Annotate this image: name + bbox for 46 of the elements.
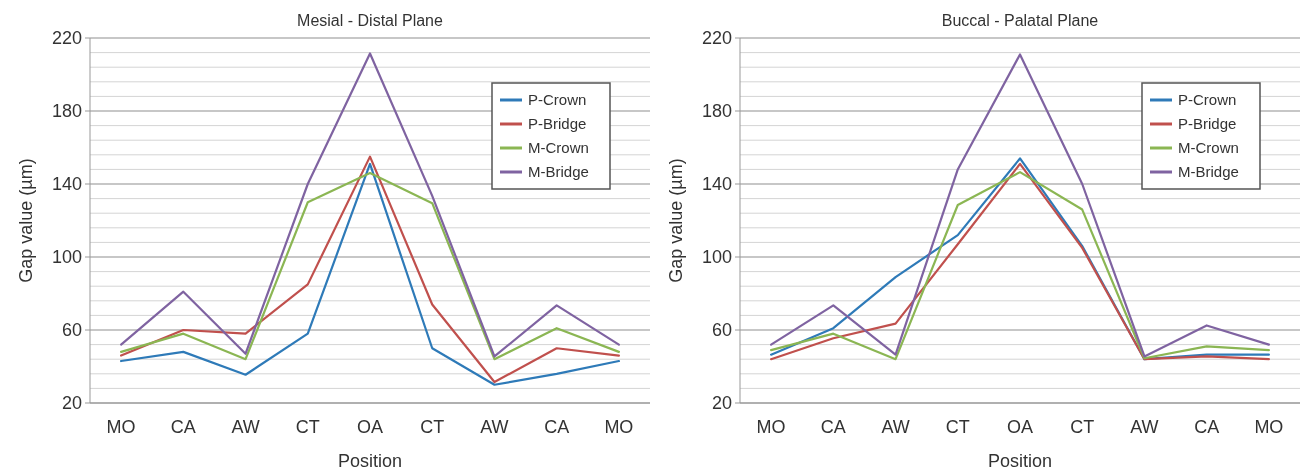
x-tick-label: CA <box>820 417 846 437</box>
y-tick-label: 60 <box>711 320 732 341</box>
legend-label: P-Bridge <box>1178 115 1237 133</box>
legend-label: M-Bridge <box>1178 163 1239 181</box>
chart-title: Buccal - Palatal Plane <box>941 12 1099 29</box>
y-tick-label: 180 <box>51 101 82 122</box>
y-tick-label: 220 <box>701 28 732 49</box>
line-series <box>120 52 620 358</box>
y-tick-label: 100 <box>51 247 82 268</box>
x-tick-label: AW <box>1130 417 1159 437</box>
y-axis-title: Gap value (µm) <box>666 158 686 283</box>
x-tick-label: CT <box>295 417 320 437</box>
x-tick-label: MO <box>756 417 786 437</box>
x-tick-label: CT <box>945 417 970 437</box>
x-tick-label: MO <box>604 417 634 437</box>
line-series <box>770 53 1270 358</box>
legend-label: P-Bridge <box>528 115 587 133</box>
y-tick-label: 220 <box>51 28 82 49</box>
y-tick-label: 140 <box>701 174 732 195</box>
x-tick-label: OA <box>356 417 384 437</box>
x-tick-label: AW <box>480 417 509 437</box>
legend-label: P-Crown <box>1178 91 1237 109</box>
y-tick-label: 100 <box>701 247 732 268</box>
x-tick-label: AW <box>881 417 910 437</box>
y-tick-label: 60 <box>61 320 82 341</box>
x-tick-label: MO <box>106 417 136 437</box>
x-tick-label: MO <box>1254 417 1284 437</box>
y-tick-label: 180 <box>701 101 732 122</box>
chart-title: Mesial - Distal Plane <box>297 12 444 29</box>
y-tick-label: 140 <box>51 174 82 195</box>
y-axis-title: Gap value (µm) <box>16 158 36 283</box>
x-tick-label: CA <box>544 417 570 437</box>
legend-label: M-Bridge <box>528 163 589 181</box>
x-tick-label: AW <box>231 417 260 437</box>
legend-label: M-Crown <box>528 139 589 157</box>
x-tick-label: CT <box>420 417 445 437</box>
legend-label: P-Crown <box>528 91 587 109</box>
x-axis-title: Position <box>337 451 403 471</box>
y-tick-label: 20 <box>61 393 82 414</box>
legend-label: M-Crown <box>1178 139 1239 157</box>
x-axis-title: Position <box>987 451 1053 471</box>
x-tick-label: OA <box>1006 417 1034 437</box>
x-tick-label: CA <box>1194 417 1220 437</box>
x-tick-label: CA <box>170 417 196 437</box>
x-tick-label: CT <box>1070 417 1095 437</box>
y-tick-label: 20 <box>711 393 732 414</box>
